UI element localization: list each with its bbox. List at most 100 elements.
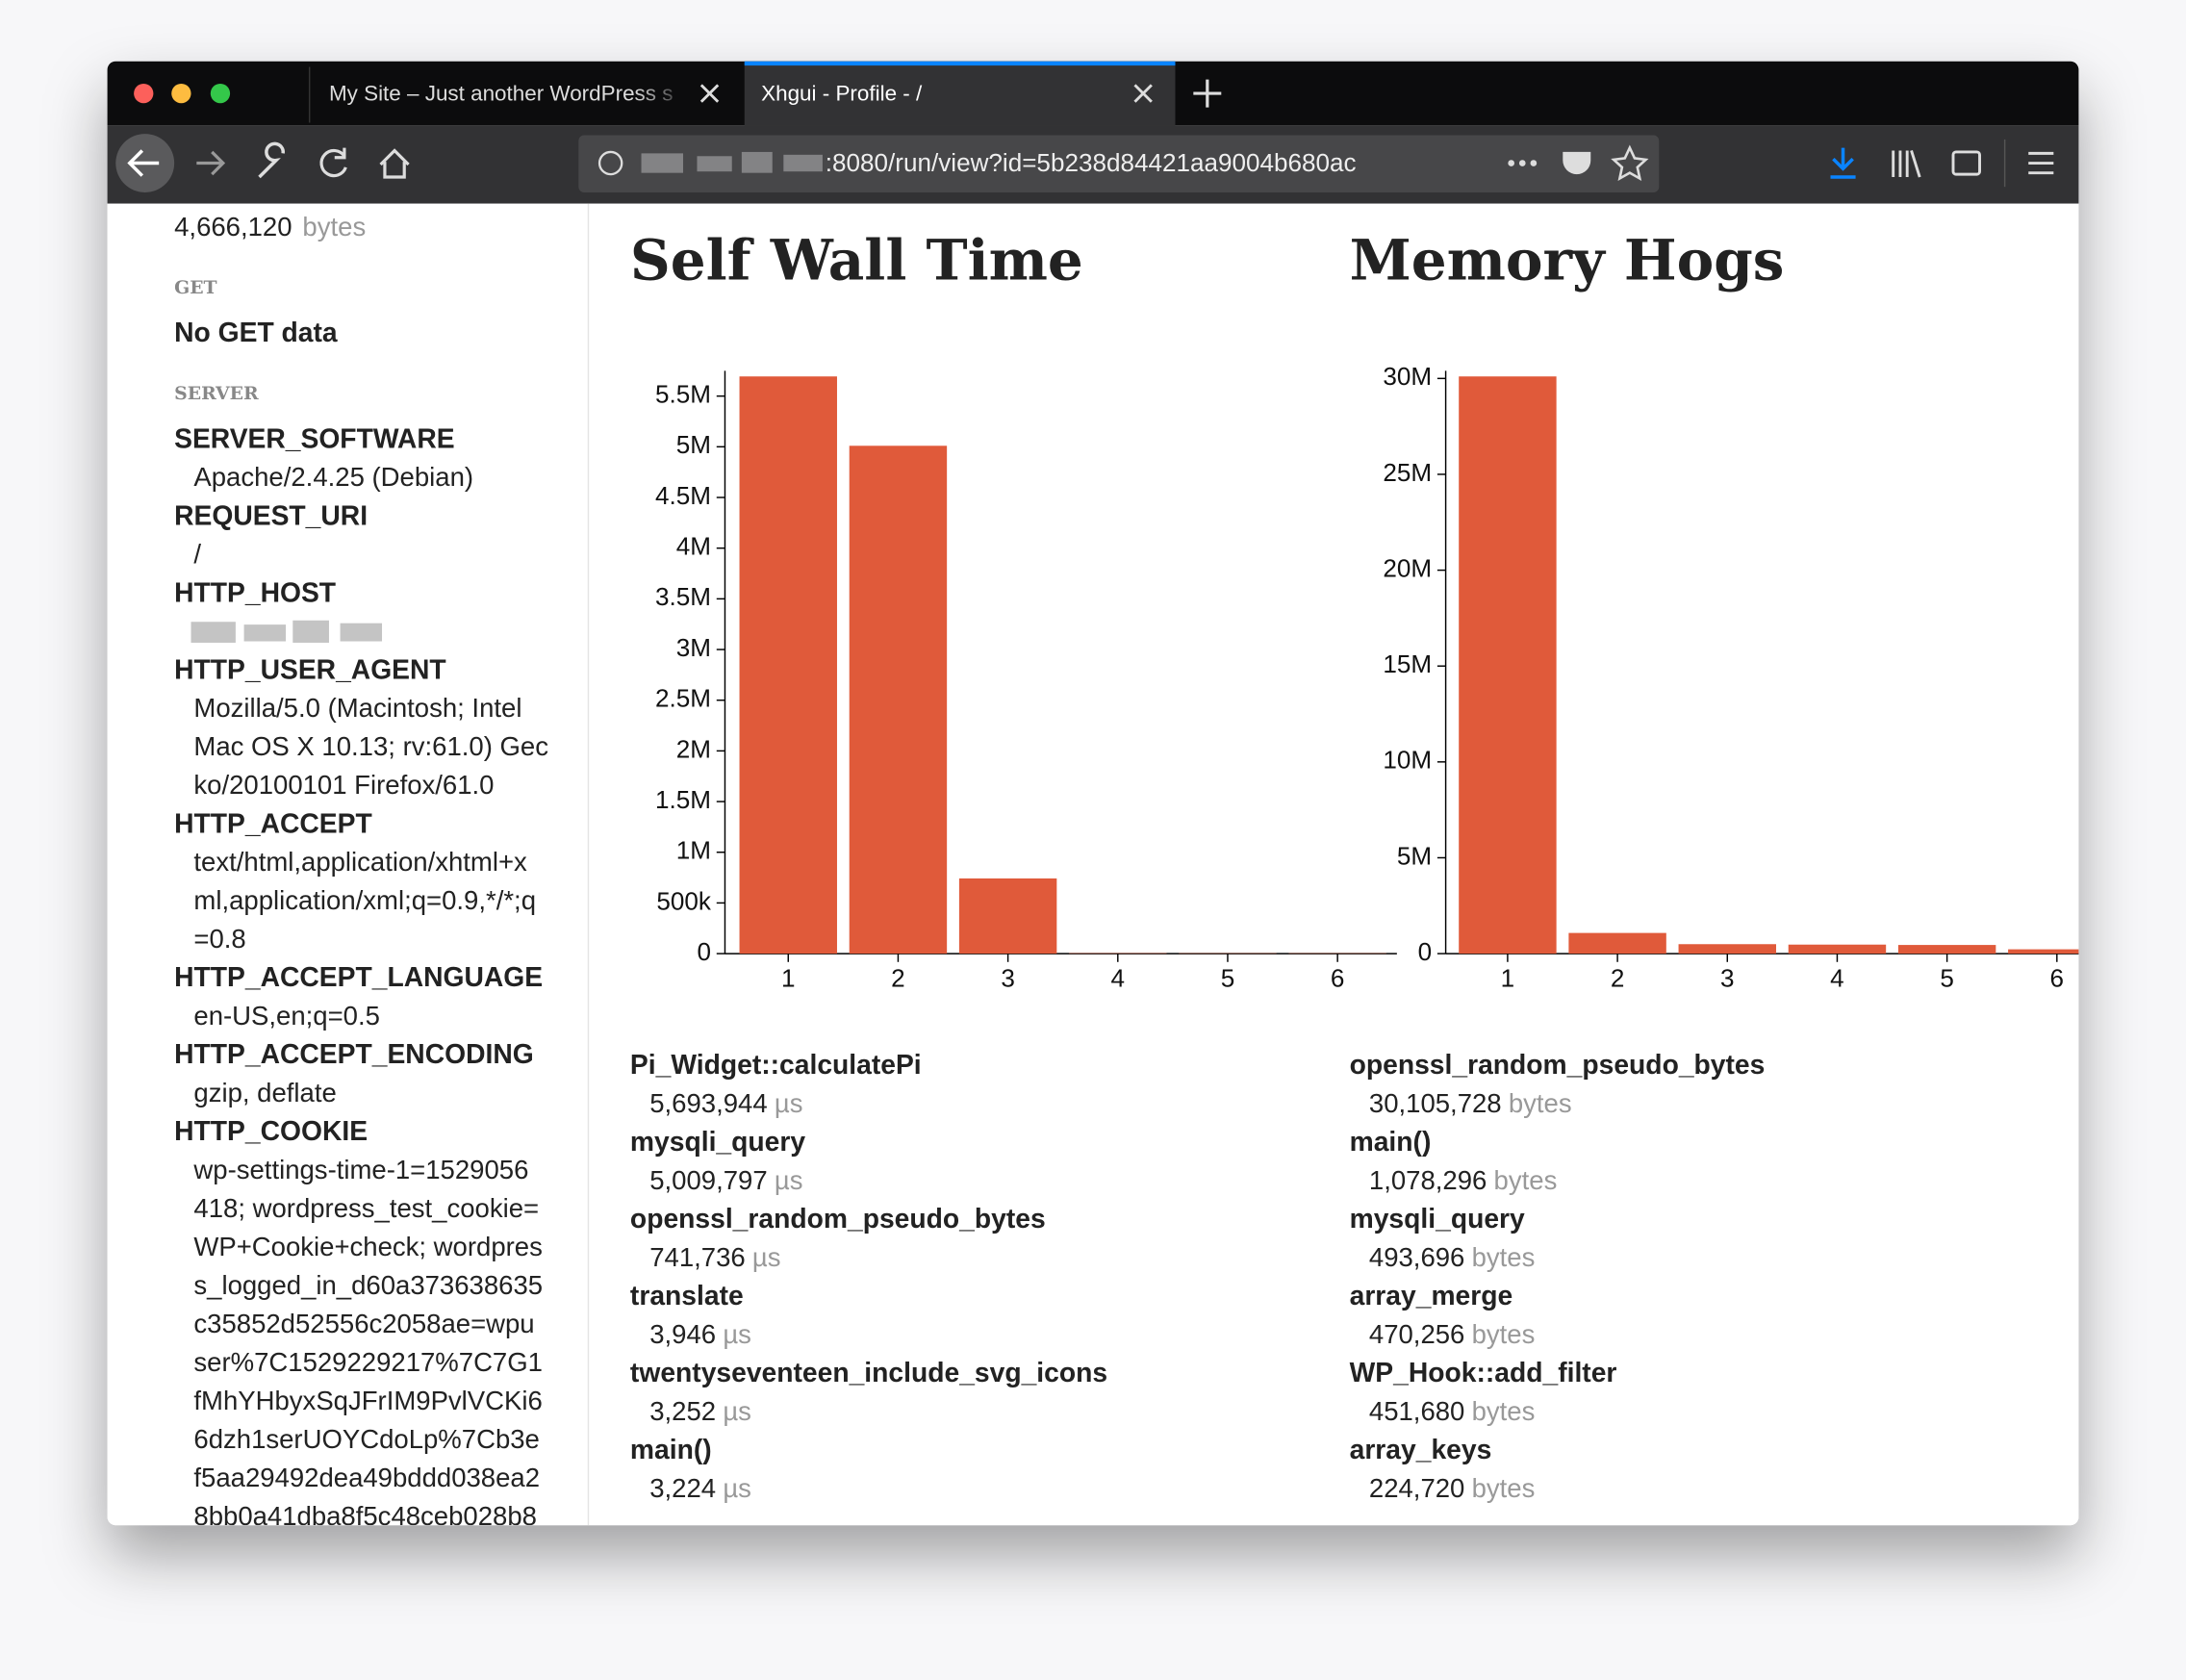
downloads-button[interactable] [1830, 147, 1856, 179]
section-heading: GET [174, 277, 216, 298]
bar [1788, 944, 1887, 955]
tab-fade [634, 69, 691, 120]
unit: µs [723, 1396, 751, 1426]
tab-title: My Site – Just another WordPress s [329, 81, 673, 105]
page-actions[interactable] [1508, 160, 1538, 166]
tab-close[interactable] [1133, 84, 1153, 103]
y-tick-label: 3.5M [655, 582, 711, 611]
function-name: main() [630, 1434, 712, 1464]
x-tick-label: 4 [1830, 964, 1844, 993]
function-value: 30,105,728 bytes [1369, 1088, 1572, 1118]
function-value: 451,680 bytes [1369, 1396, 1535, 1426]
new-tab[interactable] [1193, 79, 1222, 108]
function-value: 3,946 µs [649, 1319, 751, 1349]
url-text: :8080/run/view?id=5b238d84421aa9004b680a… [826, 148, 1357, 177]
unit: bytes [1472, 1242, 1536, 1272]
close-button[interactable] [134, 83, 154, 104]
value: 451,680 [1369, 1396, 1464, 1426]
bar [1678, 944, 1776, 955]
server-value: / [193, 539, 201, 569]
server-value: Apache/2.4.25 (Debian) [193, 462, 473, 492]
sidebar-button[interactable] [1951, 150, 1981, 176]
function-name: array_merge [1350, 1280, 1513, 1311]
y-tick-label: 30M [1383, 362, 1432, 391]
section-heading: SERVER [174, 383, 259, 404]
bar [958, 878, 1057, 955]
active-tab-indicator [744, 61, 1176, 66]
function-value: 5,009,797 µs [649, 1165, 802, 1195]
server-value: ml,application/xml;q=0.9,*/*;q [193, 885, 536, 915]
x-tick-label: 3 [1720, 964, 1735, 993]
function-value: 3,224 µs [649, 1473, 751, 1503]
blurred-host [191, 620, 383, 643]
server-value: 6dzh1serUOYCdoLp%7Cb3e [193, 1424, 539, 1454]
server-value: fMhYHbyxSqJFrIM9PvlVCKi6 [193, 1386, 542, 1415]
y-tick-label: 0 [1418, 937, 1433, 966]
unit: bytes [1494, 1165, 1558, 1195]
function-name: mysqli_query [630, 1126, 805, 1157]
sidebar-value: 4,666,120 [174, 212, 292, 242]
server-value: text/html,application/xhtml+x [193, 847, 527, 877]
x-tick-label: 4 [1111, 964, 1126, 993]
unit: bytes [1472, 1396, 1536, 1426]
server-key: HTTP_ACCEPT [174, 807, 372, 838]
server-value: ser%7C1529229217%7C7G1 [193, 1347, 543, 1377]
y-tick-label: 4M [676, 532, 711, 561]
info-icon[interactable] [597, 150, 623, 176]
y-tick-label: 20M [1383, 553, 1432, 582]
tools-button[interactable] [258, 141, 285, 179]
forward-button[interactable] [196, 150, 226, 176]
chart-title: Self Wall Time [630, 227, 1083, 293]
value: 493,696 [1369, 1242, 1464, 1272]
server-value: en-US,en;q=0.5 [193, 1001, 380, 1031]
reload-button[interactable] [319, 147, 347, 178]
function-value: 741,736 µs [649, 1242, 780, 1272]
server-key: HTTP_USER_AGENT [174, 653, 446, 684]
y-tick-label: 25M [1383, 458, 1432, 487]
back-icon [127, 149, 160, 177]
unit: bytes [1509, 1088, 1572, 1118]
server-value: gzip, deflate [193, 1078, 336, 1107]
unit: µs [752, 1242, 781, 1272]
function-name: main() [1350, 1126, 1432, 1157]
library-button[interactable] [1892, 150, 1921, 178]
bookmark-button[interactable] [1611, 144, 1649, 181]
unit: bytes [1472, 1473, 1536, 1503]
function-name: openssl_random_pseudo_bytes [630, 1203, 1046, 1234]
y-tick-label: 1M [676, 836, 711, 865]
x-tick-label: 2 [891, 964, 905, 993]
home-button[interactable] [379, 148, 410, 179]
tab[interactable]: My Site – Just another WordPress s [329, 69, 720, 120]
value: 3,946 [649, 1319, 716, 1349]
x-tick-label: 6 [1331, 964, 1345, 993]
value: 5,009,797 [649, 1165, 767, 1195]
zoom-button[interactable] [210, 83, 231, 104]
function-value: 1,078,296 bytes [1369, 1165, 1557, 1195]
function-name: Pi_Widget::calculatePi [630, 1049, 922, 1080]
tab-close[interactable] [699, 84, 720, 103]
active-tab[interactable] [744, 61, 1176, 126]
x-tick-label: 2 [1611, 964, 1625, 993]
x-tick-label: 3 [1001, 964, 1015, 993]
y-tick-label: 5.5M [655, 380, 711, 409]
pocket-button[interactable] [1563, 151, 1591, 175]
menu-button[interactable] [2028, 151, 2054, 175]
y-tick-label: 500k [656, 886, 712, 915]
chart-title: Memory Hogs [1350, 227, 1785, 293]
unit: µs [775, 1165, 803, 1195]
minimize-button[interactable] [171, 83, 191, 104]
value: 224,720 [1369, 1473, 1464, 1503]
server-value: wp-settings-time-1=1529056 [192, 1155, 528, 1184]
value: 741,736 [649, 1242, 745, 1272]
x-tick-label: 1 [1501, 964, 1515, 993]
server-value: WP+Cookie+check; wordpres [193, 1232, 542, 1261]
y-tick-label: 5M [676, 430, 711, 459]
value: 5,693,944 [649, 1088, 767, 1118]
y-tick-label: 5M [1397, 841, 1432, 870]
unit: bytes [1472, 1319, 1536, 1349]
y-tick-label: 1.5M [655, 785, 711, 814]
y-tick-label: 15M [1383, 649, 1432, 678]
bar [2008, 949, 2079, 955]
server-value: =0.8 [193, 924, 245, 954]
function-name: WP_Hook::add_filter [1350, 1357, 1617, 1387]
